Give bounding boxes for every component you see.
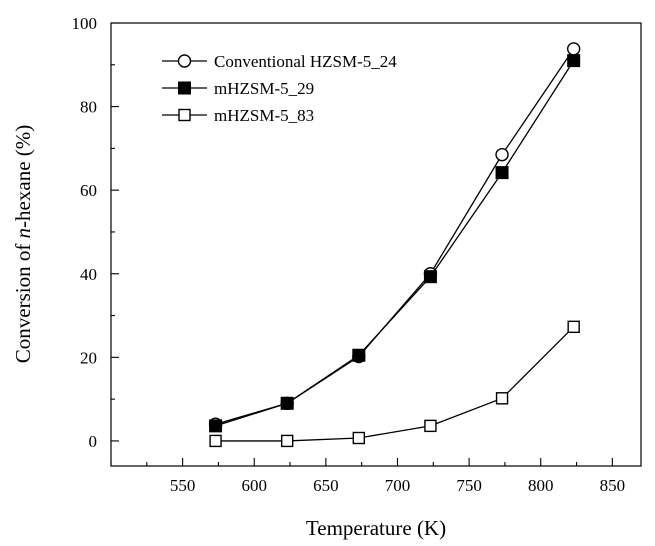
y-tick-label: 40 (80, 265, 97, 284)
y-tick-label: 0 (89, 432, 98, 451)
legend-item: mHZSM-5_83 (162, 106, 314, 125)
legend-marker (177, 54, 192, 68)
data-point (495, 392, 509, 405)
data-point (280, 396, 294, 410)
series-layer (208, 42, 581, 448)
data-point (495, 147, 509, 162)
y-tick-label: 80 (80, 98, 97, 117)
axis-ticks: 550 600 650 700 750 800 850 0 20 40 60 80 100 (72, 14, 626, 495)
series-line (215, 60, 575, 427)
data-point (352, 431, 366, 445)
data-point (567, 54, 581, 68)
legend-marker (178, 81, 191, 95)
y-tick-label: 20 (80, 348, 97, 367)
data-point (566, 42, 581, 56)
series-1 (208, 42, 581, 431)
legend-label: mHZSM-5_29 (214, 79, 314, 98)
series-2 (209, 54, 581, 433)
data-point (209, 419, 223, 433)
data-point (280, 434, 294, 448)
legend-item: Conventional HZSM-5_24 (162, 52, 397, 71)
data-point (495, 166, 509, 180)
y-axis-title-part-1: Conversion of (11, 238, 35, 363)
y-axis-title: Conversion of n-hexane (%) (11, 125, 35, 364)
data-point (567, 320, 580, 334)
legend: Conventional HZSM-5_24 mHZSM-5_29 mHZSM-5_… (162, 52, 397, 125)
series-line (215, 326, 575, 442)
x-tick-label: 650 (313, 476, 339, 495)
x-axis-title: Temperature (K) (306, 516, 446, 540)
series-3 (209, 320, 580, 448)
x-tick-label: 600 (241, 476, 267, 495)
x-tick-label: 700 (385, 476, 411, 495)
legend-marker (178, 108, 191, 122)
legend-label: mHZSM-5_83 (214, 106, 314, 125)
x-tick-label: 800 (528, 476, 554, 495)
x-tick-label: 850 (600, 476, 626, 495)
data-point (352, 348, 366, 362)
x-tick-label: 550 (170, 476, 196, 495)
plot-frame (110, 22, 642, 467)
y-axis-title-part-2: n (11, 228, 35, 239)
legend-item: mHZSM-5_29 (162, 79, 314, 98)
x-tick-label: 750 (456, 476, 482, 495)
data-point (424, 419, 437, 433)
legend-label: Conventional HZSM-5_24 (214, 52, 397, 71)
y-axis-title-part-3: -hexane (%) (11, 125, 35, 228)
y-tick-label: 100 (72, 14, 98, 33)
y-tick-label: 60 (80, 181, 97, 200)
data-point (423, 270, 437, 284)
data-point (209, 434, 222, 448)
